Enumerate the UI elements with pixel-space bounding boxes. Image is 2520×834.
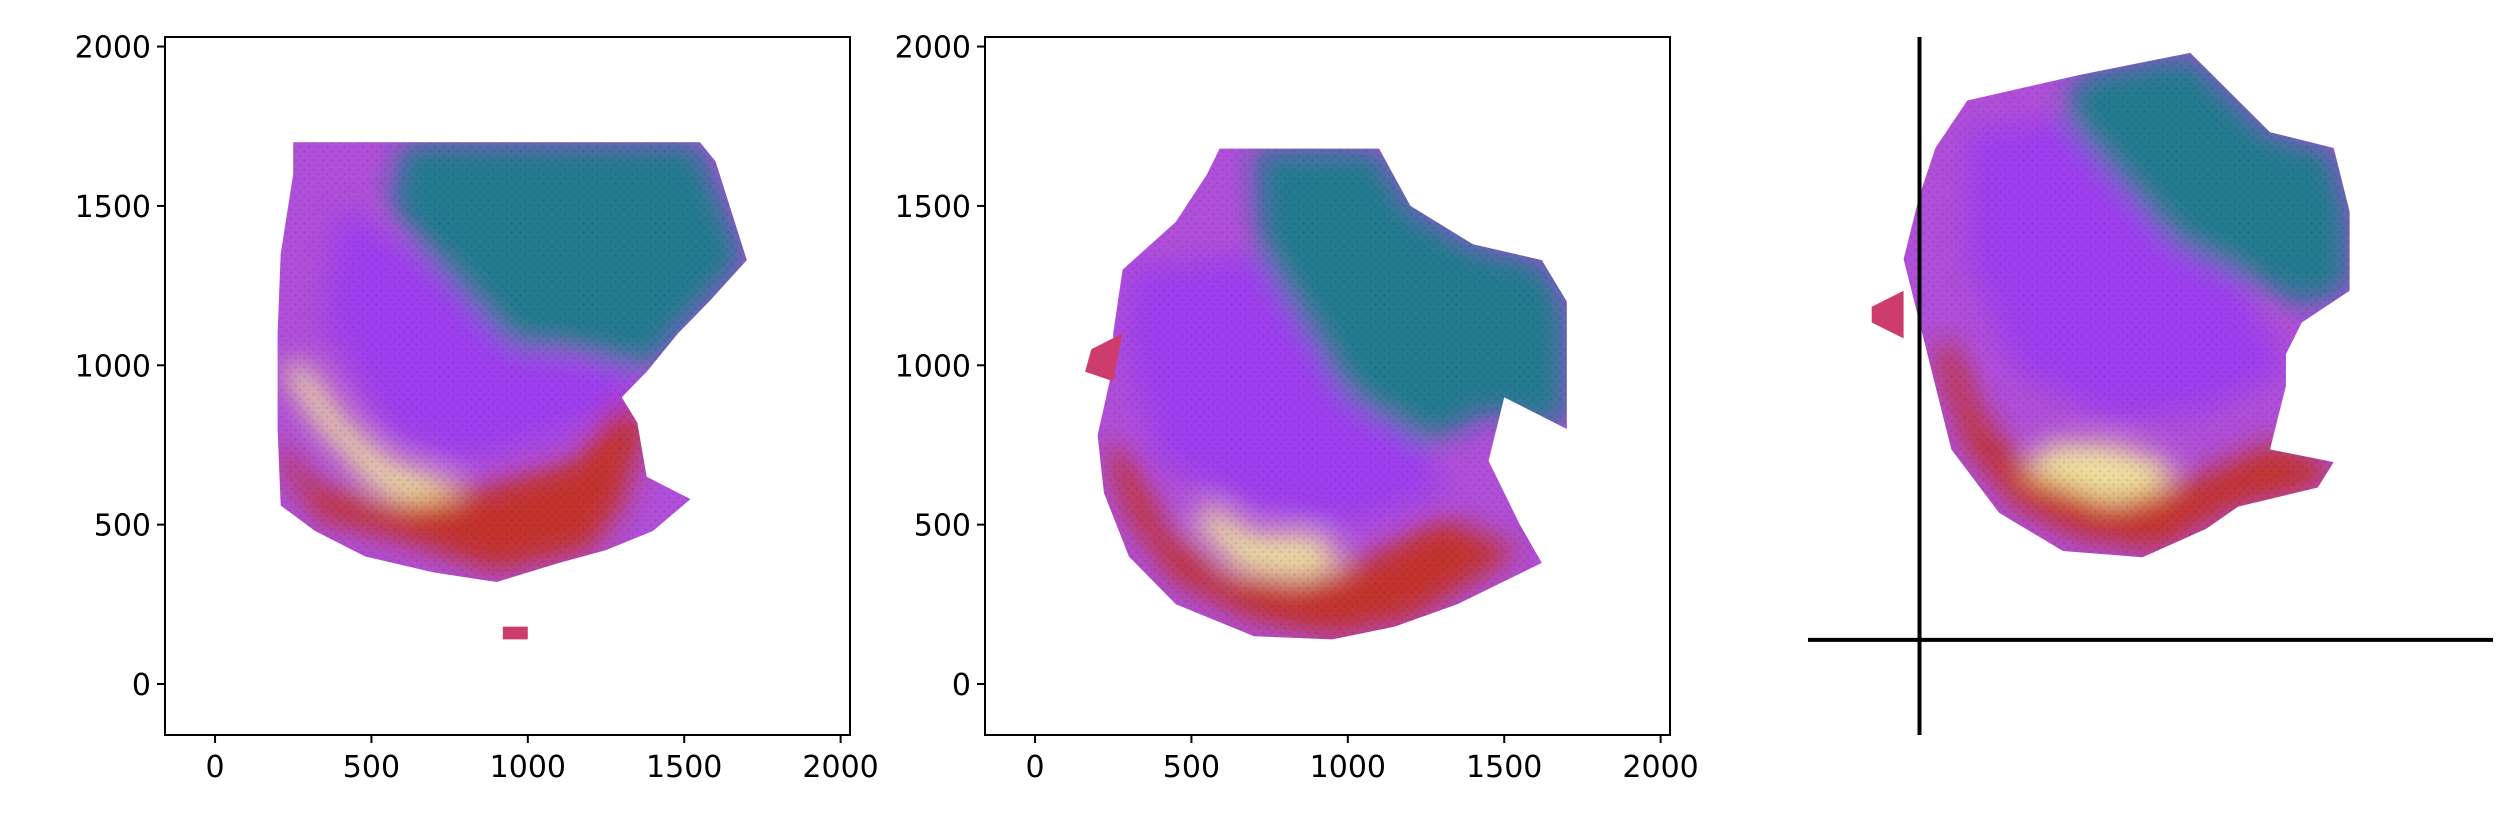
x-tick-label: 1500 [1466, 750, 1542, 785]
x-tick-label: 2000 [1622, 750, 1698, 785]
panel-middle: 0 500 1000 1500 2000 0 500 1000 1500 2000 [895, 31, 1699, 785]
axes-frame [984, 36, 1671, 736]
spot-texture-fill [1903, 52, 2350, 558]
tissue-regions [1903, 52, 2350, 558]
y-tick-label: 1000 [75, 349, 151, 384]
y-tick-label: 1000 [895, 349, 971, 384]
axes-frame [164, 36, 851, 736]
spot-texture-fill [277, 142, 747, 582]
tissue-regions [1097, 148, 1567, 640]
x-tick-label: 1000 [1310, 750, 1386, 785]
y-tick-label: 2000 [895, 31, 971, 66]
tissue-island [1085, 333, 1123, 382]
y-tick-label: 1500 [75, 190, 151, 225]
tissue-island [1871, 290, 1904, 339]
tissue-island [502, 626, 528, 640]
y-tick-label: 2000 [75, 31, 151, 66]
x-tick-label: 500 [1163, 750, 1220, 785]
tissue-regions [277, 142, 747, 582]
y-tick-label: 500 [914, 509, 971, 544]
y-tick-label: 0 [952, 668, 971, 703]
panel-left: 0 500 1000 1500 2000 0 500 1000 1500 2000 [75, 31, 879, 785]
panel-right [1808, 37, 2493, 735]
y-tick-label: 0 [132, 668, 151, 703]
spot-texture-fill [1097, 148, 1567, 640]
x-tick-label: 1000 [490, 750, 566, 785]
x-tick-label: 500 [343, 750, 400, 785]
x-tick-label: 0 [1025, 750, 1044, 785]
y-tick-label: 1500 [895, 190, 971, 225]
x-tick-label: 0 [205, 750, 224, 785]
x-tick-label: 1500 [646, 750, 722, 785]
y-tick-label: 500 [94, 509, 151, 544]
x-tick-label: 2000 [802, 750, 878, 785]
